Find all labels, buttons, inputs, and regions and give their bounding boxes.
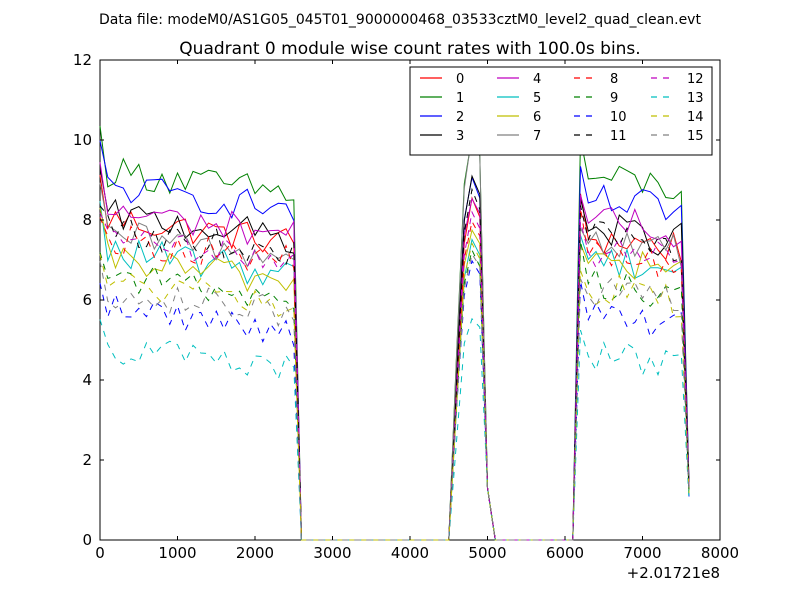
series-line-14 bbox=[99, 241, 690, 541]
series-line-12 bbox=[99, 210, 690, 541]
legend-label: 6 bbox=[533, 110, 541, 125]
chart-title: Quadrant 0 module wise count rates with … bbox=[179, 39, 640, 59]
legend-label: 13 bbox=[687, 91, 704, 106]
series-line-11 bbox=[99, 187, 690, 541]
legend-label: 15 bbox=[687, 129, 704, 144]
legend-label: 10 bbox=[610, 110, 627, 125]
y-tick-label: 6 bbox=[82, 291, 92, 309]
x-offset-label: +2.01721e8 bbox=[627, 564, 720, 582]
ticks-layer: 0 1000 2000 3000 4000 5000 6000 7000 80000246810… bbox=[73, 51, 739, 562]
x-tick-label: 4000 bbox=[391, 544, 429, 562]
legend-label: 14 bbox=[687, 110, 704, 125]
y-tick-label: 0 bbox=[82, 531, 92, 549]
y-tick-label: 12 bbox=[73, 51, 92, 69]
legend-label: 0 bbox=[456, 72, 464, 87]
x-tick-label: 3000 bbox=[313, 544, 351, 562]
legend-label: 12 bbox=[687, 72, 704, 87]
legend-label: 1 bbox=[456, 91, 464, 106]
y-tick-label: 4 bbox=[82, 371, 92, 389]
legend-label: 3 bbox=[456, 129, 464, 144]
y-tick-label: 8 bbox=[82, 211, 92, 229]
series-line-15 bbox=[99, 252, 690, 541]
legend-label: 4 bbox=[533, 72, 541, 87]
x-tick-label: 2000 bbox=[236, 544, 274, 562]
series-line-10 bbox=[99, 259, 690, 541]
x-tick-label: 0 bbox=[95, 544, 105, 562]
series-line-8 bbox=[99, 208, 690, 541]
legend-label: 8 bbox=[610, 72, 618, 87]
plot-area: 0 1000 2000 3000 4000 5000 6000 7000 80000246810… bbox=[73, 51, 739, 562]
x-tick-label: 8000 bbox=[701, 544, 739, 562]
legend-label: 7 bbox=[533, 129, 541, 144]
legend-label: 9 bbox=[610, 91, 618, 106]
figure-suptitle: Data file: modeM0/AS1G05_045T01_90000004… bbox=[99, 12, 701, 28]
y-tick-label: 10 bbox=[73, 131, 92, 149]
x-tick-label: 7000 bbox=[623, 544, 661, 562]
series-layer bbox=[99, 125, 690, 541]
x-tick-label: 6000 bbox=[546, 544, 584, 562]
legend-label: 11 bbox=[610, 129, 627, 144]
legend-box bbox=[409, 66, 713, 156]
series-line-13 bbox=[99, 317, 690, 541]
y-tick-label: 2 bbox=[82, 451, 92, 469]
x-tick-label: 1000 bbox=[158, 544, 196, 562]
legend-label: 2 bbox=[456, 110, 464, 125]
x-tick-label: 5000 bbox=[468, 544, 506, 562]
legend-label: 5 bbox=[533, 91, 541, 106]
